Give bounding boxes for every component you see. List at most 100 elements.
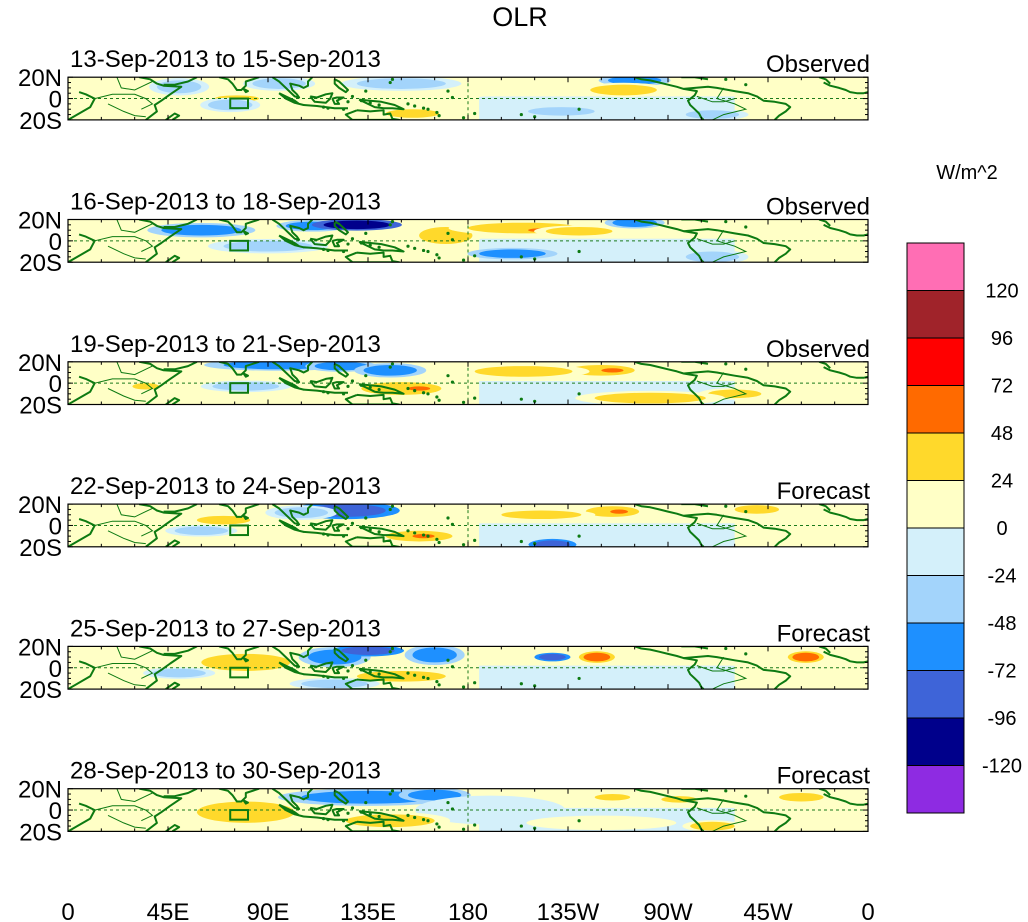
coastline — [333, 78, 349, 94]
island — [724, 77, 728, 81]
island — [473, 538, 477, 542]
island — [326, 818, 330, 822]
coastline — [358, 98, 405, 111]
anomaly-cell — [323, 220, 391, 230]
coastlines — [68, 361, 868, 405]
island — [426, 819, 430, 823]
island — [364, 658, 368, 662]
anomaly-cell — [161, 224, 242, 236]
colorbar-level-label: 96 — [991, 328, 1013, 350]
colorbar-level-label: -48 — [988, 613, 1017, 635]
colorbar-swatch — [906, 385, 965, 434]
island — [368, 812, 372, 816]
country-borders — [94, 788, 748, 832]
island — [350, 94, 355, 99]
coastline — [242, 230, 249, 236]
x-tick-label: 45E — [147, 899, 190, 922]
coastline — [331, 665, 345, 675]
coastline — [683, 85, 792, 120]
coastline — [331, 808, 345, 817]
island — [390, 646, 395, 651]
country-border — [107, 672, 146, 687]
anomaly-cell — [779, 792, 824, 802]
island — [346, 669, 350, 673]
coastline — [823, 366, 868, 379]
country-border — [116, 77, 153, 91]
island — [577, 534, 581, 538]
coastline — [818, 77, 831, 85]
coastline — [218, 646, 260, 661]
coastline — [218, 361, 260, 376]
coastline — [634, 788, 705, 832]
island — [321, 247, 326, 251]
country-border — [116, 504, 153, 518]
coastline — [278, 376, 305, 391]
panel-date-range: 19-Sep-2013 to 21-Sep-2013 — [70, 331, 381, 358]
y-tick-label: 20N — [18, 65, 62, 92]
island — [390, 362, 395, 366]
island — [377, 387, 381, 392]
coastline — [163, 504, 198, 513]
island — [421, 533, 426, 537]
island — [724, 646, 728, 651]
coastline — [309, 376, 334, 389]
region-box-marker — [229, 809, 250, 821]
panel-kind-label: Observed — [766, 51, 870, 78]
colorbar-level-label: -24 — [988, 566, 1017, 588]
island — [435, 822, 439, 826]
island — [473, 681, 477, 685]
coastline — [823, 508, 868, 522]
anomaly-cell — [196, 801, 295, 823]
coastlines — [68, 788, 868, 832]
coastlines — [68, 504, 868, 547]
island — [364, 231, 368, 235]
island — [321, 816, 326, 821]
x-tick-label: 0 — [861, 899, 874, 922]
island — [533, 399, 537, 403]
anomaly-cell — [314, 361, 369, 371]
country-border — [94, 93, 154, 110]
colorbar-swatch — [906, 242, 965, 291]
island — [350, 521, 355, 525]
anomaly-cell — [594, 392, 706, 404]
coastline — [278, 92, 305, 106]
island — [744, 225, 748, 229]
coastline — [333, 647, 349, 663]
coastline — [331, 238, 345, 248]
island — [577, 107, 581, 111]
island — [724, 789, 728, 793]
coastline — [683, 797, 792, 832]
panel-date-range: 13-Sep-2013 to 15-Sep-2013 — [70, 46, 381, 73]
country-borders — [94, 504, 748, 547]
island — [461, 827, 466, 831]
y-tick-label: 20S — [19, 535, 62, 562]
coastline — [683, 512, 792, 547]
country-borders — [94, 77, 748, 120]
coastline — [218, 219, 260, 234]
anomaly-cell — [610, 509, 628, 514]
island — [388, 507, 392, 512]
island — [533, 826, 537, 830]
island — [359, 525, 363, 530]
y-tick-label: 0 — [49, 371, 62, 398]
colorbar-level-label: -72 — [988, 661, 1017, 683]
coastline — [331, 523, 345, 532]
island — [406, 102, 410, 106]
coastline — [358, 525, 405, 538]
coastlines — [68, 77, 868, 120]
island — [426, 249, 430, 254]
island — [368, 528, 372, 532]
island — [435, 537, 439, 541]
island — [364, 89, 368, 93]
country-borders — [94, 646, 748, 690]
island — [744, 509, 748, 514]
country-borders — [94, 219, 748, 263]
island — [435, 395, 439, 399]
coastline — [331, 96, 345, 105]
island — [450, 522, 455, 526]
coastline — [358, 240, 405, 253]
coastline — [278, 803, 305, 818]
island — [435, 110, 439, 115]
